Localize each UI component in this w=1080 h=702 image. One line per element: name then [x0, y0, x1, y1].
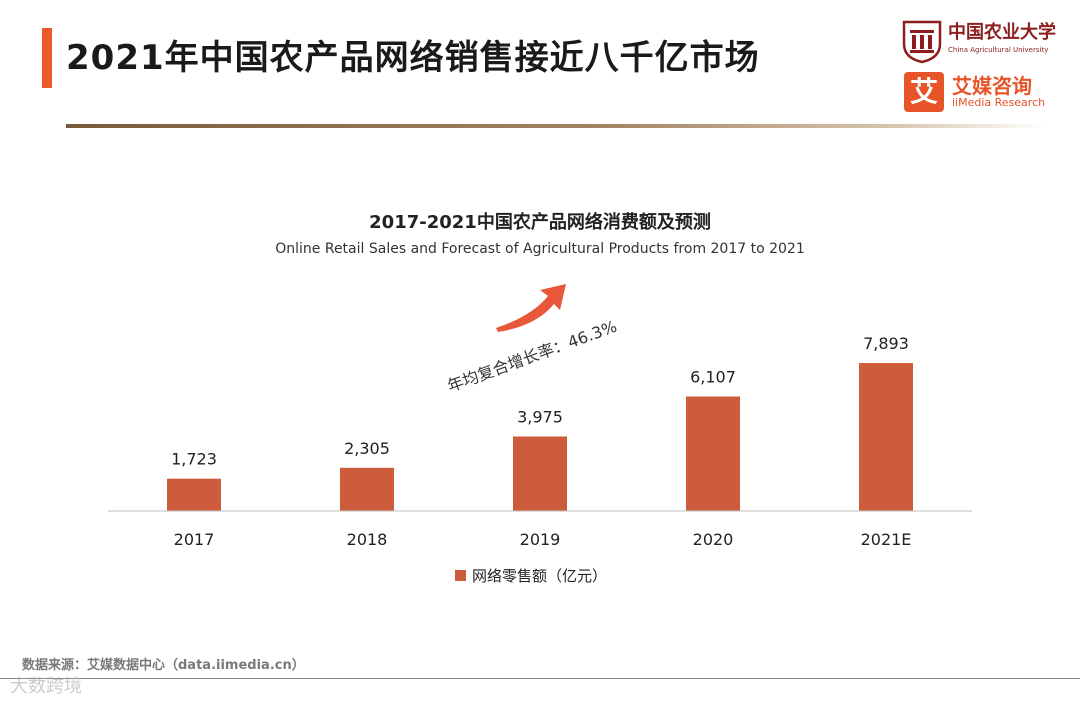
- category-label-2017: 2017: [174, 530, 215, 549]
- bar-2018: [340, 467, 394, 511]
- cau-logo: 中国农业大学 China Agricultural University: [898, 14, 1068, 68]
- imedia-badge: 艾: [904, 72, 944, 112]
- cagr-label: 年均复合增长率：46.3%: [445, 317, 620, 396]
- legend-label: 网络零售额（亿元）: [472, 567, 608, 585]
- legend-swatch: [455, 570, 466, 581]
- imedia-name-en: iiMedia Research: [952, 96, 1046, 109]
- category-label-2018: 2018: [347, 530, 388, 549]
- value-label-2019: 3,975: [517, 407, 563, 426]
- category-label-2020: 2020: [693, 530, 734, 549]
- category-label-2021E: 2021E: [861, 530, 912, 549]
- growth-arrow-icon: [496, 284, 566, 332]
- value-label-2020: 6,107: [690, 367, 736, 386]
- imedia-logo: 艾 艾媒咨询 iiMedia Research: [900, 70, 1068, 114]
- bar-2020: [686, 396, 740, 511]
- category-label-2019: 2019: [520, 530, 561, 549]
- bar-2019: [513, 436, 567, 511]
- watermark: 大数跨境: [10, 676, 82, 697]
- header-divider: [66, 124, 1046, 128]
- university-seal-icon: [902, 20, 942, 64]
- university-name-en: China Agricultural University: [948, 46, 1049, 54]
- footer-divider: [0, 678, 1080, 679]
- bar-2021E: [859, 363, 913, 511]
- source-note: 数据来源：艾媒数据中心（data.iimedia.cn）: [22, 658, 305, 673]
- chart-subtitle: Online Retail Sales and Forecast of Agri…: [275, 241, 805, 257]
- page-title: 2021年中国农产品网络销售接近八千亿市场: [66, 38, 760, 78]
- bar-2017: [167, 478, 221, 511]
- title-accent-bar: [42, 28, 52, 88]
- value-label-2018: 2,305: [344, 439, 390, 458]
- imedia-name-cn: 艾媒咨询: [952, 74, 1032, 98]
- value-label-2017: 1,723: [171, 450, 217, 469]
- cagr-annotation: 年均复合增长率：46.3%: [445, 284, 620, 396]
- university-name-cn: 中国农业大学: [948, 22, 1056, 43]
- value-label-2021E: 7,893: [863, 334, 909, 353]
- chart-title: 2017-2021中国农产品网络消费额及预测: [369, 212, 711, 233]
- chart-legend: 网络零售额（亿元）: [455, 565, 607, 586]
